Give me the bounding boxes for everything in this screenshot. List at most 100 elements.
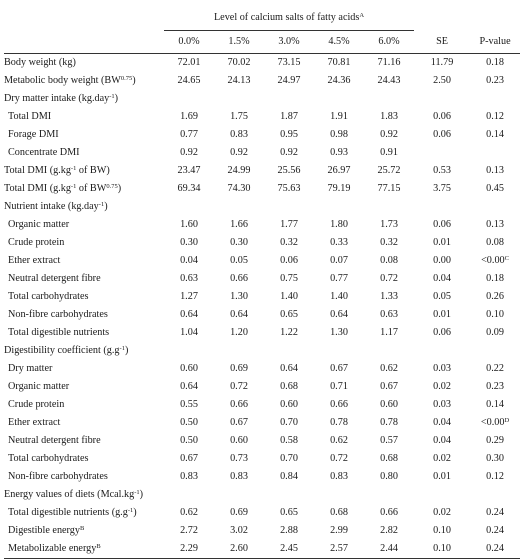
row-label-sup: -1 xyxy=(98,201,105,208)
table-row: Organic matter 0.64 0.72 0.68 0.71 0.67 0.02 0.… xyxy=(4,378,520,396)
cell-value: 24.65 xyxy=(177,75,201,86)
cell-value: 0.62 xyxy=(330,435,348,446)
table-row: Forage DMI 0.77 0.83 0.95 0.98 0.92 0.06 0.14 xyxy=(4,126,520,144)
pvalue-text: 0.08 xyxy=(486,237,504,248)
cell-value: 0.58 xyxy=(280,435,298,446)
cell-value: 1.20 xyxy=(230,327,248,338)
row-label: Total DMI (g.kg-1 of BW) xyxy=(4,162,164,180)
table-row: Total carbohydrates 1.27 1.30 1.40 1.40 1.33 0… xyxy=(4,288,520,306)
row-label-text: Dry matter xyxy=(8,363,53,374)
cell-pvalue: 0.30 xyxy=(470,450,520,468)
cell-pvalue xyxy=(470,90,520,108)
pvalue-text: 0.13 xyxy=(486,165,504,176)
cell-pvalue: 0.45 xyxy=(470,180,520,198)
cell-value: 0.72 xyxy=(230,381,248,392)
row-label-suffix: of BW) xyxy=(76,165,110,176)
cell-se xyxy=(414,342,470,360)
pvalue-text: 0.23 xyxy=(486,381,504,392)
cell-value: 24.13 xyxy=(227,75,251,86)
col-header-level: 6.0% xyxy=(364,30,415,54)
cell-value: 0.98 xyxy=(330,129,348,140)
cell-value: 0.66 xyxy=(330,399,348,410)
col-header-se: SE xyxy=(414,30,471,54)
table-row: Metabolic body weight (BW0.75) 24.65 24.13… xyxy=(4,72,520,90)
cell-value: 0.32 xyxy=(280,237,298,248)
cell-value: 0.67 xyxy=(230,417,248,428)
row-label: Total DMI (g.kg-1 of BW0.75) xyxy=(4,180,164,198)
row-label: Total carbohydrates xyxy=(4,450,164,468)
cell-pvalue xyxy=(470,144,520,162)
cell-value: 2.57 xyxy=(314,540,364,559)
table-row: Total DMI (g.kg-1 of BW0.75) 69.34 74.30 75… xyxy=(4,180,520,198)
cell-value: 0.08 xyxy=(380,255,398,266)
cell-pvalue: 0.09 xyxy=(470,324,520,342)
cell-value: 79.19 xyxy=(327,183,351,194)
table-row: Total digestible nutrients 1.04 1.20 1.22 1.… xyxy=(4,324,520,342)
cell-value: 0.60 xyxy=(230,435,248,446)
row-label-text: Ether extract xyxy=(8,255,61,266)
cell-value xyxy=(314,342,364,360)
table-row: Non-fibre carbohydrates 0.64 0.64 0.65 0.64 0… xyxy=(4,306,520,324)
cell-value: 0.63 xyxy=(180,273,198,284)
header-row-columns: 0.0% 1.5% 3.0% 4.5% 6.0% SE P-value xyxy=(4,30,521,54)
cell-value: 0.95 xyxy=(280,129,298,140)
cell-value: 0.83 xyxy=(330,471,348,482)
table-row: Neutral detergent fibre 0.63 0.66 0.75 0.77 0… xyxy=(4,270,520,288)
cell-value: 1.69 xyxy=(180,111,198,122)
group-label: Level of calcium salts of fatty acids xyxy=(213,12,360,23)
pvalue-text: <0.00 xyxy=(480,417,505,428)
cell-value: 0.83 xyxy=(230,471,248,482)
group-label-sup: A xyxy=(359,12,365,19)
cell-se: 0.01 xyxy=(433,309,451,320)
cell-value: 0.92 xyxy=(230,147,248,158)
cell-value: 0.33 xyxy=(330,237,348,248)
cell-pvalue xyxy=(470,486,520,504)
row-label-text: Concentrate DMI xyxy=(8,147,80,158)
cell-value: 0.91 xyxy=(380,147,398,158)
cell-se xyxy=(414,486,470,504)
cell-se: 0.53 xyxy=(433,165,451,176)
cell-pvalue: 0.18 xyxy=(470,270,520,288)
pvalue-text: 0.24 xyxy=(486,525,504,536)
cell-value: 1.77 xyxy=(280,219,298,230)
col-header-level: 4.5% xyxy=(314,30,364,54)
col-header-level: 3.0% xyxy=(264,30,314,54)
cell-value: 1.30 xyxy=(330,327,348,338)
pvalue-text: 0.29 xyxy=(486,435,504,446)
table-figure: Level of calcium salts of fatty acidsA 0… xyxy=(4,6,521,559)
cell-value: 2.99 xyxy=(330,525,348,536)
cell-se: 0.06 xyxy=(433,111,451,122)
row-label-text: Total carbohydrates xyxy=(8,291,89,302)
pvalue-text: 0.18 xyxy=(486,57,504,68)
cell-value: 0.57 xyxy=(380,435,398,446)
cell-value: 1.66 xyxy=(230,219,248,230)
cell-value: 0.92 xyxy=(380,129,398,140)
cell-se: 0.05 xyxy=(433,291,451,302)
cell-value: 1.75 xyxy=(230,111,248,122)
cell-value: 0.72 xyxy=(380,273,398,284)
section-label: Nutrient intake (kg.day-1) xyxy=(4,198,164,216)
row-label-sup: 0.75 xyxy=(106,183,118,190)
row-label-text: Metabolizable energy xyxy=(8,543,97,554)
cell-value: 0.65 xyxy=(280,309,298,320)
row-label-text: Total carbohydrates xyxy=(8,453,89,464)
row-label-text: Total DMI xyxy=(8,111,52,122)
cell-value xyxy=(164,486,214,504)
cell-value: 0.69 xyxy=(230,507,248,518)
cell-value: 0.72 xyxy=(330,453,348,464)
cell-value: 0.92 xyxy=(180,147,198,158)
pvalue-text: 0.22 xyxy=(486,363,504,374)
row-label: Ether extract xyxy=(4,252,164,270)
row-label-text: Energy values of diets (Mcal.kg xyxy=(4,489,135,500)
row-label: Non-fibre carbohydrates xyxy=(4,468,164,486)
row-label-sup: -1 xyxy=(119,345,125,352)
row-label-text: Crude protein xyxy=(8,399,65,410)
cell-value: 0.62 xyxy=(380,363,398,374)
cell-value: 0.60 xyxy=(180,363,198,374)
table-row: Body weight (kg) 72.01 70.02 73.15 70.81 71.1… xyxy=(4,54,520,73)
results-table: Level of calcium salts of fatty acidsA 0… xyxy=(4,6,521,559)
cell-value: 1.04 xyxy=(180,327,198,338)
cell-value: 1.22 xyxy=(280,327,298,338)
pvalue-text: 0.18 xyxy=(486,273,504,284)
cell-pvalue: 0.14 xyxy=(470,396,520,414)
